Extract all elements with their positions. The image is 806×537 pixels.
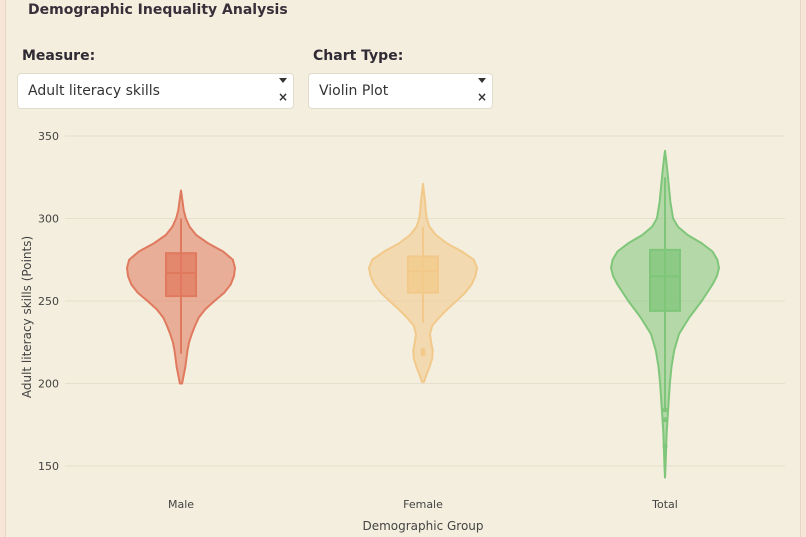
y-tick-label: 250: [38, 295, 59, 308]
outlier-point: [662, 443, 668, 449]
outlier-point: [662, 407, 668, 413]
x-tick-label: Male: [168, 498, 194, 511]
violin-male: [126, 189, 236, 385]
clear-icon[interactable]: ×: [476, 90, 487, 104]
y-tick-label: 200: [38, 378, 59, 391]
y-tick-label: 300: [38, 213, 59, 226]
chart-type-value: Violin Plot: [319, 83, 389, 99]
dropdown-arrow-icon[interactable]: [478, 78, 486, 83]
x-axis-title: Demographic Group: [362, 519, 483, 533]
x-tick-label: Female: [403, 498, 443, 511]
outlier-point: [662, 417, 668, 423]
measure-label: Measure:: [22, 48, 96, 64]
y-tick-label: 150: [38, 460, 59, 473]
x-tick-label: Total: [651, 498, 678, 511]
iqr-box: [407, 255, 439, 294]
panel-title: Demographic Inequality Analysis: [28, 2, 288, 18]
clear-icon[interactable]: ×: [277, 90, 288, 104]
chart-type-label: Chart Type:: [313, 48, 404, 64]
violin-total: [610, 149, 720, 479]
y-tick-label: 350: [38, 130, 59, 143]
chart-type-dropdown[interactable]: Violin Plot ×: [308, 73, 493, 109]
violin-female: [368, 182, 478, 383]
iqr-box: [649, 248, 681, 312]
y-axis-title: Adult literacy skills (Points): [20, 236, 34, 398]
measure-value: Adult literacy skills: [28, 83, 160, 99]
iqr-box: [165, 252, 197, 298]
dropdown-arrow-icon[interactable]: [279, 78, 287, 83]
measure-dropdown[interactable]: Adult literacy skills ×: [17, 73, 294, 109]
outlier-point: [420, 348, 426, 353]
